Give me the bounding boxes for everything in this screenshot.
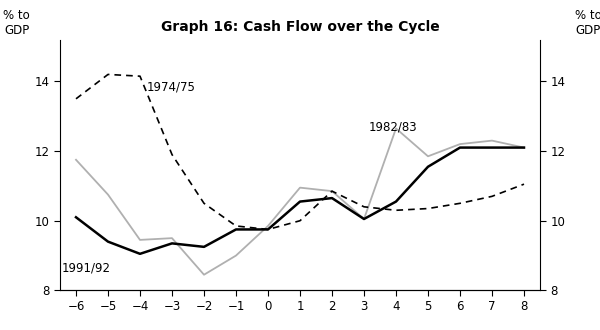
Title: Graph 16: Cash Flow over the Cycle: Graph 16: Cash Flow over the Cycle <box>161 20 439 34</box>
Text: 1982/83: 1982/83 <box>369 120 418 133</box>
Text: 1991/92: 1991/92 <box>62 261 110 274</box>
Text: % to
GDP: % to GDP <box>575 9 600 37</box>
Text: % to
GDP: % to GDP <box>4 9 30 37</box>
Text: 1974/75: 1974/75 <box>146 80 195 93</box>
